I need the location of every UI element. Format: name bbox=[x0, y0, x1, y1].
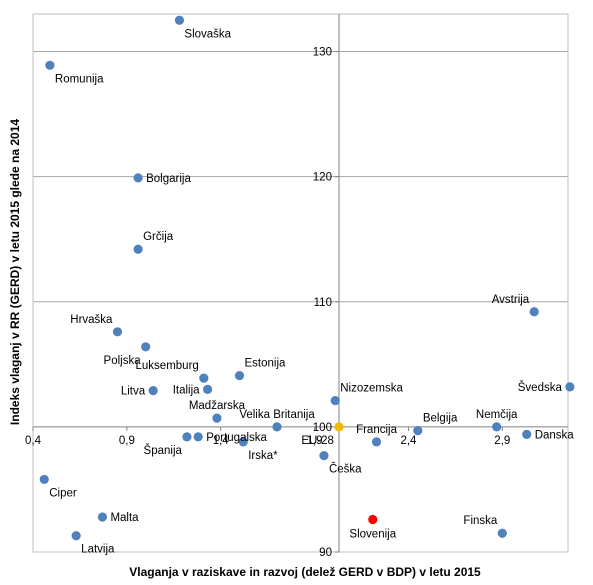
label-češka: Češka bbox=[329, 463, 362, 476]
point-danska bbox=[522, 429, 532, 439]
plot-border bbox=[32, 13, 569, 553]
label-latvija: Latvija bbox=[81, 544, 115, 556]
label-nemčija: Nemčija bbox=[476, 409, 518, 421]
gridlines bbox=[33, 51, 568, 553]
label-madžarska: Madžarska bbox=[189, 400, 246, 412]
point-avstrija bbox=[529, 307, 539, 317]
point-luksemburg bbox=[199, 373, 209, 383]
label-španija: Španija bbox=[144, 444, 183, 457]
x-tick-label: 0,4 bbox=[25, 435, 42, 447]
point-finska bbox=[497, 528, 507, 538]
label-francija: Francija bbox=[356, 424, 398, 436]
label-eu-28: EU-28 bbox=[301, 435, 334, 447]
label-velika-britanija: Velika Britanija bbox=[239, 409, 315, 421]
point-nizozemska bbox=[330, 396, 340, 406]
label-italija: Italija bbox=[173, 384, 200, 396]
x-tick-label: 1,4 bbox=[213, 435, 230, 447]
label-malta: Malta bbox=[110, 512, 139, 524]
y-axis-title: Indeks vlaganj v RR (GERD) v letu 2015 g… bbox=[8, 119, 22, 425]
y-tick-label: 110 bbox=[314, 297, 332, 309]
tick-labels: 0,4 0,9 1,4 1,9 2,4 2,9 90 100 110 120 130 bbox=[25, 47, 510, 559]
point-romunija bbox=[45, 60, 55, 70]
point-malta bbox=[97, 512, 108, 522]
point-slovaška bbox=[174, 15, 185, 25]
label-poljska: Poljska bbox=[104, 355, 142, 367]
point-nemčija bbox=[492, 422, 502, 432]
point-irska- bbox=[238, 437, 248, 447]
data-points bbox=[39, 15, 575, 541]
label-slovaška: Slovaška bbox=[184, 28, 231, 40]
label-nizozemska: Nizozemska bbox=[340, 383, 403, 395]
label-avstrija: Avstrija bbox=[492, 294, 530, 306]
label-danska: Danska bbox=[535, 429, 575, 441]
point-poljska bbox=[141, 342, 151, 352]
axes bbox=[32, 13, 569, 553]
point-litva bbox=[148, 386, 158, 396]
x-tick-label: 2,9 bbox=[494, 435, 510, 447]
x-tick-label: 1,9 bbox=[307, 435, 323, 447]
label-romunija: Romunija bbox=[55, 73, 104, 85]
point-slovenija bbox=[368, 514, 378, 525]
x-tick-label: 2,4 bbox=[400, 435, 417, 447]
label-grčija: Grčija bbox=[143, 231, 174, 243]
point-ciper bbox=[39, 474, 49, 485]
point-eu-28 bbox=[334, 422, 344, 432]
point-labels: Slovaška Romunija Bolgarija Grčija Avstrija H… bbox=[49, 28, 574, 555]
point-estonija bbox=[234, 370, 245, 381]
point-španija bbox=[182, 432, 192, 442]
label-hrvaška: Hrvaška bbox=[70, 314, 113, 326]
label-irska-: Irska* bbox=[248, 450, 278, 462]
label-portugalska: Portugalska bbox=[206, 432, 267, 444]
point-grčija bbox=[133, 244, 143, 254]
label-švedska: Švedska bbox=[518, 381, 563, 394]
x-tick-label: 0,9 bbox=[119, 435, 135, 447]
label-estonija: Estonija bbox=[244, 358, 286, 370]
point-češka bbox=[319, 451, 329, 461]
x-axis-title: Vlaganja v raziskave in razvoj (delež GE… bbox=[129, 565, 481, 579]
label-finska: Finska bbox=[463, 515, 497, 527]
y-tick-label: 100 bbox=[313, 422, 332, 434]
point-velika-britanija bbox=[272, 422, 282, 432]
point-švedska bbox=[565, 382, 575, 392]
label-ciper: Ciper bbox=[49, 487, 77, 499]
point-hrvaška bbox=[112, 327, 123, 337]
label-luksemburg: Luksemburg bbox=[136, 360, 199, 372]
y-tick-label: 120 bbox=[313, 172, 332, 184]
label-slovenija: Slovenija bbox=[349, 528, 396, 540]
label-bolgarija: Bolgarija bbox=[146, 173, 191, 185]
point-bolgarija bbox=[133, 173, 143, 183]
point-belgija bbox=[413, 426, 423, 436]
y-tick-label: 90 bbox=[319, 547, 332, 559]
y-tick-label: 130 bbox=[313, 47, 332, 59]
point-francija bbox=[371, 437, 382, 447]
label-belgija: Belgija bbox=[423, 413, 458, 425]
point-portugalska bbox=[193, 432, 203, 442]
label-litva: Litva bbox=[121, 386, 146, 398]
point-italija bbox=[202, 384, 213, 394]
point-latvija bbox=[71, 531, 81, 541]
point-madžarska bbox=[212, 413, 222, 423]
